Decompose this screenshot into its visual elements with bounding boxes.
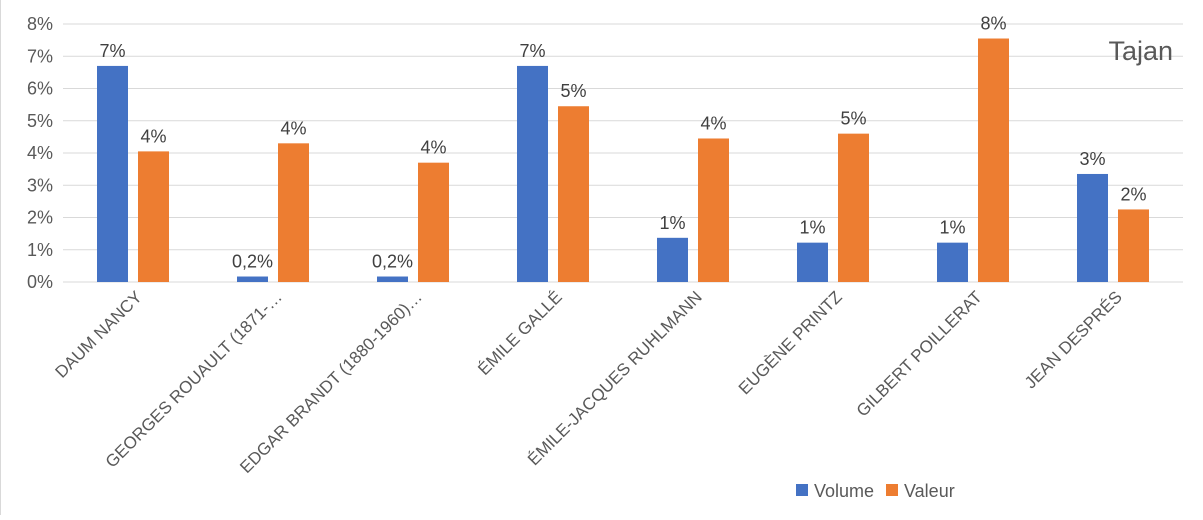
x-tick-label: DAUM NANCY [52,287,146,381]
y-tick-label: 6% [27,79,53,99]
data-label-valeur-8: 2% [1120,184,1146,204]
data-label-valeur-4: 5% [560,81,586,101]
y-tick-label: 0% [27,272,53,292]
x-tick-label: EUGÈNE PRINTZ [735,287,846,398]
legend: Volume Valeur [796,481,955,501]
bar-valeur-6 [838,133,869,282]
legend-label-valeur: Valeur [904,481,955,501]
y-tick-label: 2% [27,208,53,228]
data-labels: 7% 4% 0,2% 4% 0,2% 4% 7% 5% 1% 4% 1% 5% 1% 8% 3% 2% [99,14,1146,272]
y-axis-tick-labels: 0% 1% 2% 3% 4% 5% 6% 7% 8% [27,14,53,292]
data-label-volume-5: 1% [659,213,685,233]
data-label-volume-4: 7% [519,41,545,61]
y-tick-label: 7% [27,46,53,66]
data-label-volume-6: 1% [799,218,825,238]
data-label-volume-2: 0,2% [232,252,273,272]
bar-valeur-1 [138,151,169,282]
data-label-volume-3: 0,2% [372,252,413,272]
bar-valeur-7 [978,38,1009,283]
data-label-valeur-7: 8% [980,14,1006,34]
data-label-valeur-6: 5% [840,109,866,129]
bars [97,38,1149,283]
legend-label-volume: Volume [814,481,874,501]
bar-volume-4 [517,65,548,282]
y-tick-label: 1% [27,240,53,260]
x-tick-label: GILBERT POILLERAT [853,287,986,420]
bar-valeur-4 [558,106,589,282]
bar-valeur-5 [698,138,729,282]
x-tick-label: JEAN DESPRÉS [1021,287,1126,392]
legend-swatch-volume [796,484,808,496]
bar-valeur-3 [418,162,449,282]
bar-volume-2 [237,276,268,282]
y-tick-label: 3% [27,175,53,195]
gridlines [63,23,1183,283]
x-tick-label: ÉMILE GALLÉ [474,287,566,379]
bar-volume-7 [937,242,968,282]
data-label-volume-1: 7% [99,41,125,61]
bar-volume-3 [377,276,408,282]
chart-title: Tajan [1108,36,1173,66]
data-label-valeur-3: 4% [420,138,446,158]
data-label-valeur-5: 4% [700,113,726,133]
legend-swatch-valeur [886,484,898,496]
bar-volume-1 [97,65,128,282]
bar-valeur-2 [278,143,309,282]
bar-volume-6 [797,242,828,282]
data-label-volume-7: 1% [939,218,965,238]
data-label-valeur-2: 4% [280,118,306,138]
y-tick-label: 5% [27,111,53,131]
data-label-volume-8: 3% [1079,149,1105,169]
bar-valeur-8 [1118,209,1149,282]
data-label-valeur-1: 4% [140,126,166,146]
bar-volume-8 [1077,173,1108,282]
y-tick-label: 8% [27,14,53,34]
y-tick-label: 4% [27,143,53,163]
bar-volume-5 [657,237,688,282]
